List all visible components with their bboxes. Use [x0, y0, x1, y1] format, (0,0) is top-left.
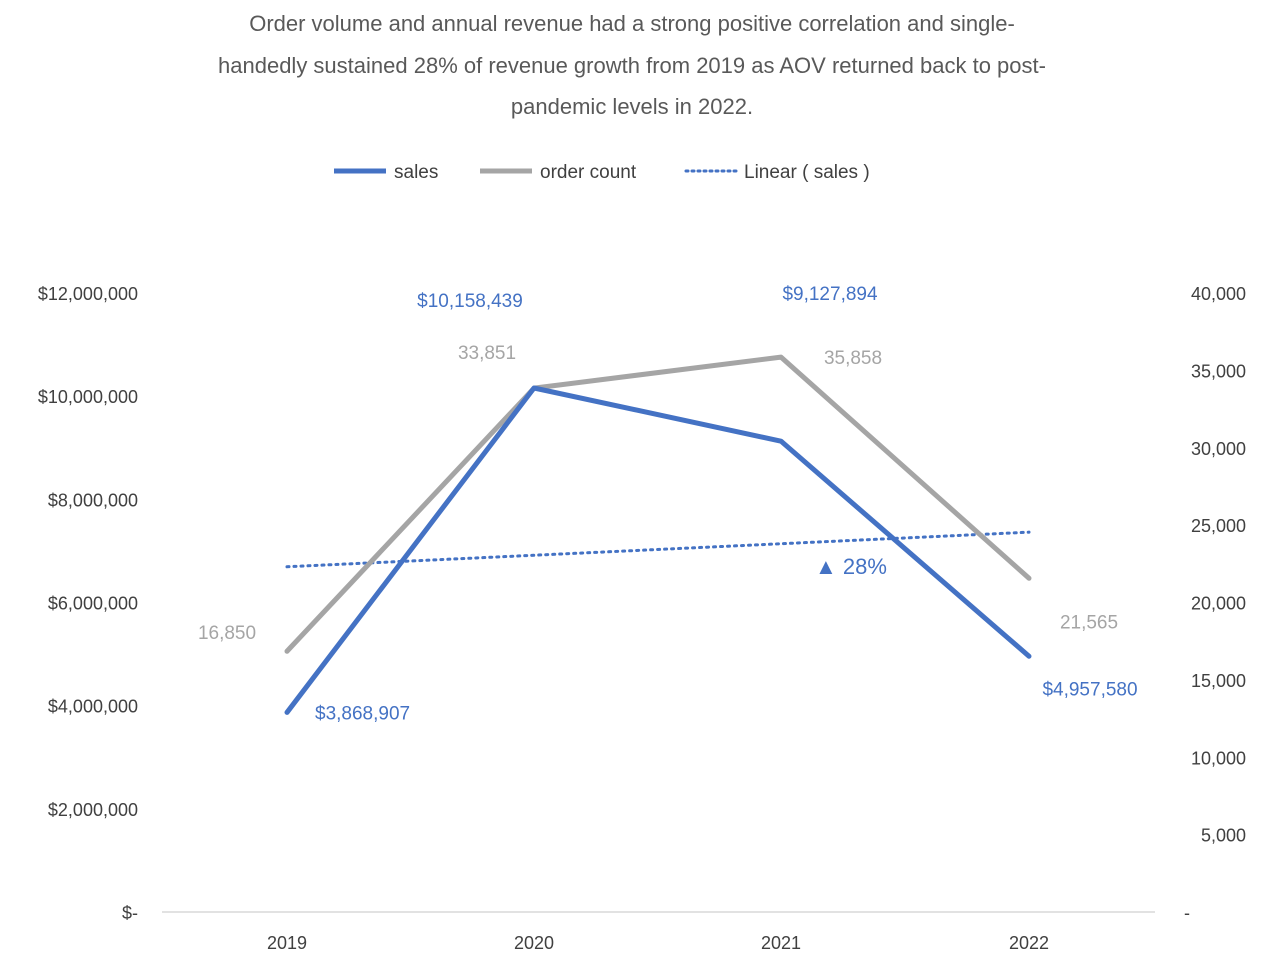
growth-annotation: ▲ 28%: [815, 554, 887, 579]
data-label-order-count: 21,565: [1060, 612, 1118, 633]
y-right-tick-label: 15,000: [1191, 671, 1246, 691]
annotation-layer: ▲ 28%: [815, 554, 887, 579]
y-left-tick-label: $12,000,000: [38, 284, 138, 304]
y-left-tick-label: $2,000,000: [48, 800, 138, 820]
data-label-order-count: 35,858: [824, 348, 882, 369]
series-line-sales: [284, 385, 1032, 715]
y-left-tick-label: $4,000,000: [48, 697, 138, 717]
x-tick-label: 2020: [514, 933, 554, 953]
legend-label-sales: sales: [394, 162, 438, 183]
data-label-sales: $9,127,894: [782, 284, 878, 305]
data-label-sales: $3,868,907: [315, 703, 410, 724]
y-left-tick-label: $6,000,000: [48, 594, 138, 614]
chart-title-line-3: pandemic levels in 2022.: [511, 94, 753, 119]
y-right-tick-label: 35,000: [1191, 361, 1246, 381]
y-right-tick-label: 20,000: [1191, 594, 1246, 614]
chart-title-line-2: handedly sustained 28% of revenue growth…: [218, 53, 1046, 78]
x-tick-label: 2021: [761, 933, 801, 953]
data-labels-layer: $3,868,907 $10,158,439 $9,127,894 $4,957,58…: [198, 284, 1138, 724]
axes: 2019 2020 2021 2022 $- $2,000,000 $4,000,000 $6…: [38, 284, 1246, 953]
data-label-sales: $10,158,439: [417, 291, 523, 312]
y-right-tick-label: 30,000: [1191, 439, 1246, 459]
y-right-tick-label: 5,000: [1201, 826, 1246, 846]
trendline-sales: [285, 530, 1031, 569]
x-tick-label: 2022: [1009, 933, 1049, 953]
trendline-layer: [285, 530, 1031, 569]
y-right-tick-label: 10,000: [1191, 748, 1246, 768]
y-left-tick-label: $10,000,000: [38, 387, 138, 407]
legend: sales order count Linear ( sales ): [334, 162, 870, 183]
y-right-tick-label: -: [1184, 903, 1190, 923]
y-right-tick-label: 25,000: [1191, 516, 1246, 536]
legend-label-trendline: Linear ( sales ): [744, 162, 870, 183]
legend-label-order-count: order count: [540, 162, 637, 183]
data-label-order-count: 16,850: [198, 623, 256, 644]
series-layer: [284, 354, 1032, 715]
data-label-sales: $4,957,580: [1042, 679, 1137, 700]
y-right-tick-label: 40,000: [1191, 284, 1246, 304]
y-left-tick-label: $8,000,000: [48, 490, 138, 510]
x-tick-label: 2019: [267, 933, 307, 953]
series-line-order-count: [284, 354, 1032, 654]
chart-title-line-1: Order volume and annual revenue had a st…: [249, 11, 1015, 36]
chart-title: Order volume and annual revenue had a st…: [218, 11, 1046, 119]
y-left-tick-label: $-: [122, 903, 138, 923]
data-label-order-count: 33,851: [458, 343, 516, 364]
